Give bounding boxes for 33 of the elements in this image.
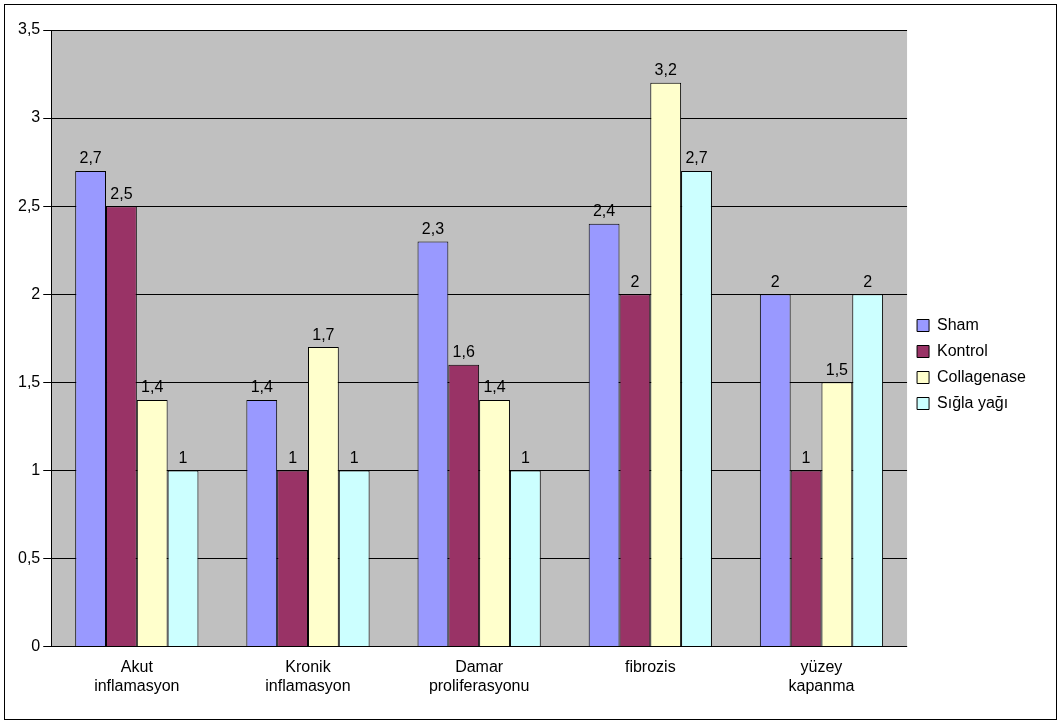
y-tick-label: 2,5 <box>17 196 41 214</box>
data-label: 2 <box>770 272 780 290</box>
data-label: 2 <box>630 272 640 290</box>
data-label: 1,5 <box>825 360 849 378</box>
y-tick-label: 0 <box>31 637 41 655</box>
y-tick-label: 1,5 <box>17 372 41 390</box>
data-label: 2 <box>863 272 873 290</box>
legend-label: Sığla yağı <box>937 393 1009 411</box>
x-tick-label: Kronik inflamasyon <box>265 657 351 694</box>
legend-label: Collagenase <box>937 367 1027 385</box>
data-label: 1 <box>288 448 298 466</box>
x-tick-label: yüzey kapanma <box>788 657 855 694</box>
data-label: 2,7 <box>79 149 102 167</box>
x-tick-label: Damar proliferasyonu <box>428 657 530 694</box>
y-tick-label: 0,5 <box>17 548 41 566</box>
y-tick-label: 3,5 <box>17 20 41 38</box>
data-label: 2,5 <box>110 184 133 202</box>
data-label: 1 <box>801 448 811 466</box>
data-label: 3,2 <box>654 61 677 79</box>
data-label: 1 <box>520 448 530 466</box>
data-label: 2,3 <box>421 219 445 237</box>
data-label: 2,7 <box>685 149 708 167</box>
data-label: 1 <box>178 448 188 466</box>
x-tick-label: Akut inflamasyon <box>94 657 180 694</box>
data-label: 1 <box>349 448 359 466</box>
x-tick-label: fibrozis <box>624 657 676 675</box>
data-label: 1,6 <box>452 343 475 361</box>
legend-label: Kontrol <box>937 341 988 359</box>
y-tick-label: 1 <box>31 460 41 478</box>
data-label: 1,7 <box>312 325 335 343</box>
y-tick-label: 2 <box>31 284 41 302</box>
legend-label: Sham <box>937 315 979 333</box>
y-tick-label: 3 <box>31 108 41 126</box>
